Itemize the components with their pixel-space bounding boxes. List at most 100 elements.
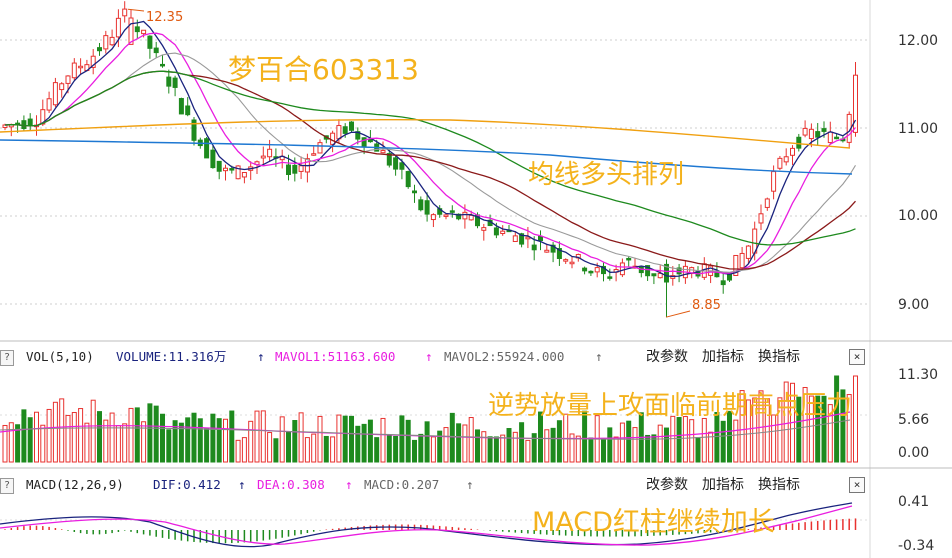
candle-body <box>796 136 802 149</box>
vol-axis-label-mid: 5.66 <box>898 412 930 428</box>
volume-bar <box>745 399 751 463</box>
volume-bar <box>481 431 487 463</box>
change-params-button[interactable]: 改参数 <box>646 477 688 493</box>
candle-body <box>834 136 840 140</box>
candle-body <box>531 244 537 251</box>
candle-body <box>65 75 71 84</box>
candle-body <box>342 126 348 134</box>
candle-body <box>853 74 858 133</box>
volume-bar <box>500 434 506 463</box>
volume-bar <box>254 410 260 463</box>
candle-body <box>582 267 588 272</box>
volume-bar <box>267 432 273 463</box>
candle-body <box>115 17 121 38</box>
volume-bar <box>172 420 178 463</box>
candle-body <box>645 265 651 277</box>
candle-body <box>418 199 424 211</box>
low-marker <box>665 310 691 318</box>
switch-indicator-button[interactable]: 换指标 <box>758 477 800 493</box>
candle-body <box>59 83 65 91</box>
candle-body <box>134 26 140 33</box>
volume-bar <box>367 419 373 463</box>
volume-bar <box>437 430 443 463</box>
candle-body <box>267 148 273 158</box>
volume-bar <box>292 420 298 463</box>
candle-body <box>399 162 405 170</box>
dea-readout: DEA:0.308 <box>257 477 325 492</box>
candle-body <box>405 171 411 188</box>
candle-body <box>412 190 417 194</box>
candle-body <box>317 142 323 154</box>
volume-bar <box>78 408 84 463</box>
arrow-up-icon: ↑ <box>238 477 246 492</box>
close-icon[interactable]: × <box>849 477 865 493</box>
volume-bar <box>531 433 537 463</box>
candle-body <box>519 233 525 245</box>
candle-body <box>815 131 821 138</box>
candle-body <box>122 8 128 17</box>
volume-bar <box>651 434 657 463</box>
volume-bar <box>695 437 701 463</box>
candle-body <box>330 132 336 145</box>
volume-bar <box>235 439 241 463</box>
candle-body <box>71 62 77 79</box>
help-icon[interactable]: ? <box>0 350 14 366</box>
volume-bar <box>771 414 777 463</box>
vol-indicator-name: VOL(5,10) <box>26 349 94 364</box>
volume-bar <box>380 417 386 463</box>
candle-body <box>525 236 531 240</box>
volume-bar <box>468 417 474 463</box>
candle-body <box>153 47 159 54</box>
volume-bar <box>115 425 121 463</box>
volume-bar <box>27 417 33 463</box>
volume-bar <box>178 422 184 463</box>
add-indicator-button[interactable]: 加指标 <box>702 349 744 365</box>
candle-body <box>393 157 399 170</box>
volume-bar <box>393 435 399 463</box>
candle-body <box>235 165 241 180</box>
help-icon[interactable]: ? <box>0 478 14 494</box>
volume-bar <box>8 422 14 463</box>
change-params-button[interactable]: 改参数 <box>646 349 688 365</box>
candle-body <box>355 131 361 140</box>
candle-body <box>336 125 342 140</box>
volume-bar <box>449 412 455 463</box>
candle-body <box>443 214 449 217</box>
mavol1-readout: MAVOL1:51163.600 <box>275 349 396 364</box>
volume-bar <box>506 428 512 463</box>
candle-body <box>745 245 751 259</box>
volume-bar <box>241 437 247 463</box>
volume-bar <box>645 434 651 463</box>
candle-body <box>367 138 373 143</box>
switch-indicator-button[interactable]: 换指标 <box>758 349 800 365</box>
candle-body <box>569 261 575 265</box>
volume-bar <box>197 418 203 463</box>
volume-bar <box>304 437 310 463</box>
high-price-label: 12.35 <box>146 10 184 25</box>
volume-bar <box>210 413 216 463</box>
volume-bar <box>2 424 8 463</box>
candle-body <box>493 227 499 236</box>
volume-bar <box>443 427 449 463</box>
candle-body <box>223 167 228 172</box>
volume-bar <box>815 395 821 463</box>
volume-header: ? VOL(5,10) VOLUME:11.316万 ↑ MAVOL1:5116… <box>0 346 870 368</box>
volume-bar <box>796 396 802 463</box>
volume-bar <box>764 398 770 463</box>
candle-body <box>664 263 669 283</box>
volume-bar <box>720 420 726 463</box>
candle-body <box>720 280 726 286</box>
candle-body <box>544 249 550 253</box>
volume-panel <box>0 375 870 463</box>
volume-bar <box>84 422 90 463</box>
add-indicator-button[interactable]: 加指标 <box>702 477 744 493</box>
candle-body <box>777 157 783 169</box>
volume-bar <box>349 415 354 463</box>
volume-bar <box>512 431 518 463</box>
ma30-line <box>4 70 856 270</box>
volume-bar <box>493 436 499 463</box>
close-icon[interactable]: × <box>849 349 865 365</box>
candle-body <box>185 105 191 116</box>
volume-annotation: 逆势放量上攻面临前期高点压力 <box>488 391 853 421</box>
